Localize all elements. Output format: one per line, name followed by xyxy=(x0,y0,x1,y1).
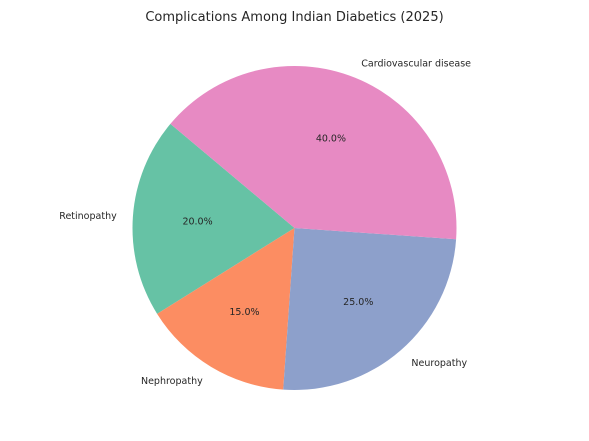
slice-label-nephropathy: Nephropathy xyxy=(141,376,203,387)
pie-slice-retinopathy xyxy=(132,123,295,314)
slice-percent-cardiovascular-disease: 40.0% xyxy=(316,133,346,144)
pie-slice-nephropathy xyxy=(157,228,295,390)
slice-percent-neuropathy: 25.0% xyxy=(343,297,373,308)
pie-slices xyxy=(132,65,457,390)
slice-labels: Retinopathy 20.0% Nephropathy 15.0% Neuropat… xyxy=(59,58,471,387)
slice-percent-retinopathy: 20.0% xyxy=(182,217,212,228)
pie-slice-cardiovascular-disease xyxy=(170,65,457,240)
slice-label-retinopathy: Retinopathy xyxy=(59,211,117,222)
pie-slice-neuropathy xyxy=(283,228,457,390)
slice-label-neuropathy: Neuropathy xyxy=(411,358,467,369)
chart-title: Complications Among Indian Diabetics (20… xyxy=(145,10,443,25)
slice-percent-nephropathy: 15.0% xyxy=(229,307,259,318)
slice-label-cardiovascular-disease: Cardiovascular disease xyxy=(361,58,471,69)
